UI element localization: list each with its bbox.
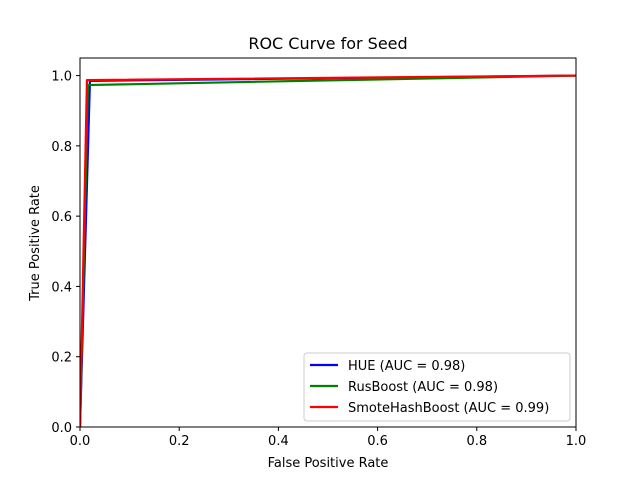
x-tick-label: 0.8 <box>466 434 487 449</box>
series-line-2 <box>80 74 576 427</box>
legend: HUE (AUC = 0.98) RusBoost (AUC = 0.98) Smo… <box>303 352 571 422</box>
axes-frame <box>79 57 577 428</box>
x-tick-label: 0.6 <box>367 434 388 449</box>
y-axis-label: True Positive Rate <box>28 185 43 302</box>
legend-label: SmoteHashBoost (AUC = 0.99) <box>348 401 549 416</box>
y-tick-label: 0.8 <box>51 140 72 155</box>
legend-label: HUE (AUC = 0.98) <box>348 359 465 374</box>
y-tick-label: 1.0 <box>51 70 72 85</box>
legend-box <box>303 352 571 422</box>
y-tick-label: 0.4 <box>51 280 72 295</box>
x-tick-label: 0.2 <box>169 434 190 449</box>
y-tick-label: 0.2 <box>51 351 72 366</box>
chart-title: ROC Curve for Seed <box>248 34 407 53</box>
y-tick-label: 0.6 <box>51 210 72 225</box>
legend-label: RusBoost (AUC = 0.98) <box>348 380 498 395</box>
x-tick-label: 1.0 <box>566 434 587 449</box>
y-tick-label: 0.0 <box>51 421 72 436</box>
x-tick-label: 0.0 <box>70 434 91 449</box>
x-axis-label: False Positive Rate <box>268 456 389 471</box>
plot-area: 0.0 0.2 0.4 0.6 0.8 1.0 0.0 0.2 0.4 0.6 0.8 1.0 <box>51 57 587 449</box>
x-tick-label: 0.4 <box>268 434 289 449</box>
